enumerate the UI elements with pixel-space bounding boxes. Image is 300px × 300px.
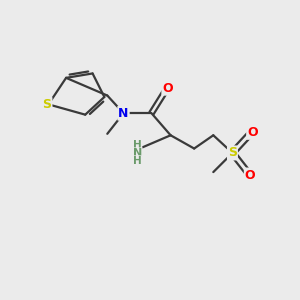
Text: H: H <box>133 156 142 166</box>
Text: O: O <box>245 169 255 182</box>
Text: N: N <box>118 107 129 120</box>
Text: O: O <box>162 82 173 95</box>
Text: N: N <box>133 148 142 158</box>
Text: S: S <box>42 98 51 111</box>
Text: S: S <box>228 146 237 159</box>
Text: O: O <box>247 126 258 139</box>
Text: H: H <box>133 140 142 150</box>
